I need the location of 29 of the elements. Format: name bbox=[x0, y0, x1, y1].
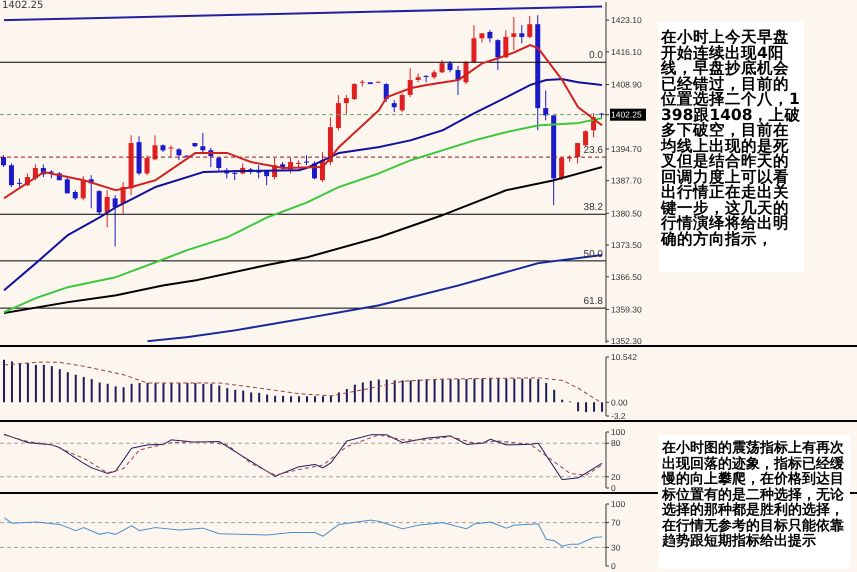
y-tick-label: 30 bbox=[611, 542, 621, 552]
y-tick-label: -3.2 bbox=[611, 411, 626, 421]
y-tick-label: 1402.25 bbox=[611, 110, 642, 120]
annotation: 38.2 bbox=[584, 202, 603, 214]
text: 在小时上今天早盘开始连续出现4阳线，早盘抄底机会已经错过，目前的位置选择二个八，1398跟1408，上破多下破空，目前在均线上出现的是死叉但是结合昨天的回调力度上可以看出行情正在走出关键一步，这几天的行情演绎将给出明确的方向指示， bbox=[661, 28, 800, 248]
annotation: 61.8 bbox=[584, 296, 603, 308]
y-tick-label: 1352.30 bbox=[611, 336, 642, 346]
y-tick-label: 1359.30 bbox=[611, 304, 642, 314]
y-tick-label: 80 bbox=[611, 438, 621, 448]
y-tick-label: 10.542 bbox=[611, 352, 638, 362]
y-tick-label: 1387.70 bbox=[611, 176, 642, 186]
y-tick-label: 1394.70 bbox=[611, 144, 642, 154]
y-tick-label: 1366.50 bbox=[611, 272, 642, 282]
y-tick-label: 0.00 bbox=[611, 397, 628, 408]
text: 在小时图的震荡指标上有再次出现回落的迹象，指标已经缓慢的向上攀爬，在价格到达目标位置有的是二种选择，无论选择的那种都是胜利的选择，在行情无参考的目标只能依靠趋势跟短期指标给出提示 bbox=[658, 435, 850, 569]
y-tick-label: 100 bbox=[611, 427, 626, 437]
y-tick-label: 1416.10 bbox=[611, 46, 642, 57]
y-tick-label: 0 bbox=[611, 483, 616, 493]
y-tick-label: 20 bbox=[611, 472, 621, 482]
annotation: 1402.25 bbox=[2, 0, 44, 12]
y-tick-label: 100 bbox=[611, 499, 626, 509]
y-tick-label: 70 bbox=[611, 518, 621, 528]
y-tick-label: 1423.10 bbox=[611, 15, 642, 26]
annotation: 23.6 bbox=[584, 145, 603, 156]
annotation: 0.0 bbox=[589, 50, 603, 62]
y-tick-label: 1408.90 bbox=[611, 80, 642, 90]
y-tick-label: 1380.50 bbox=[611, 208, 642, 218]
y-tick-label: 1373.50 bbox=[611, 240, 642, 250]
y-tick-label: 0 bbox=[611, 561, 616, 571]
